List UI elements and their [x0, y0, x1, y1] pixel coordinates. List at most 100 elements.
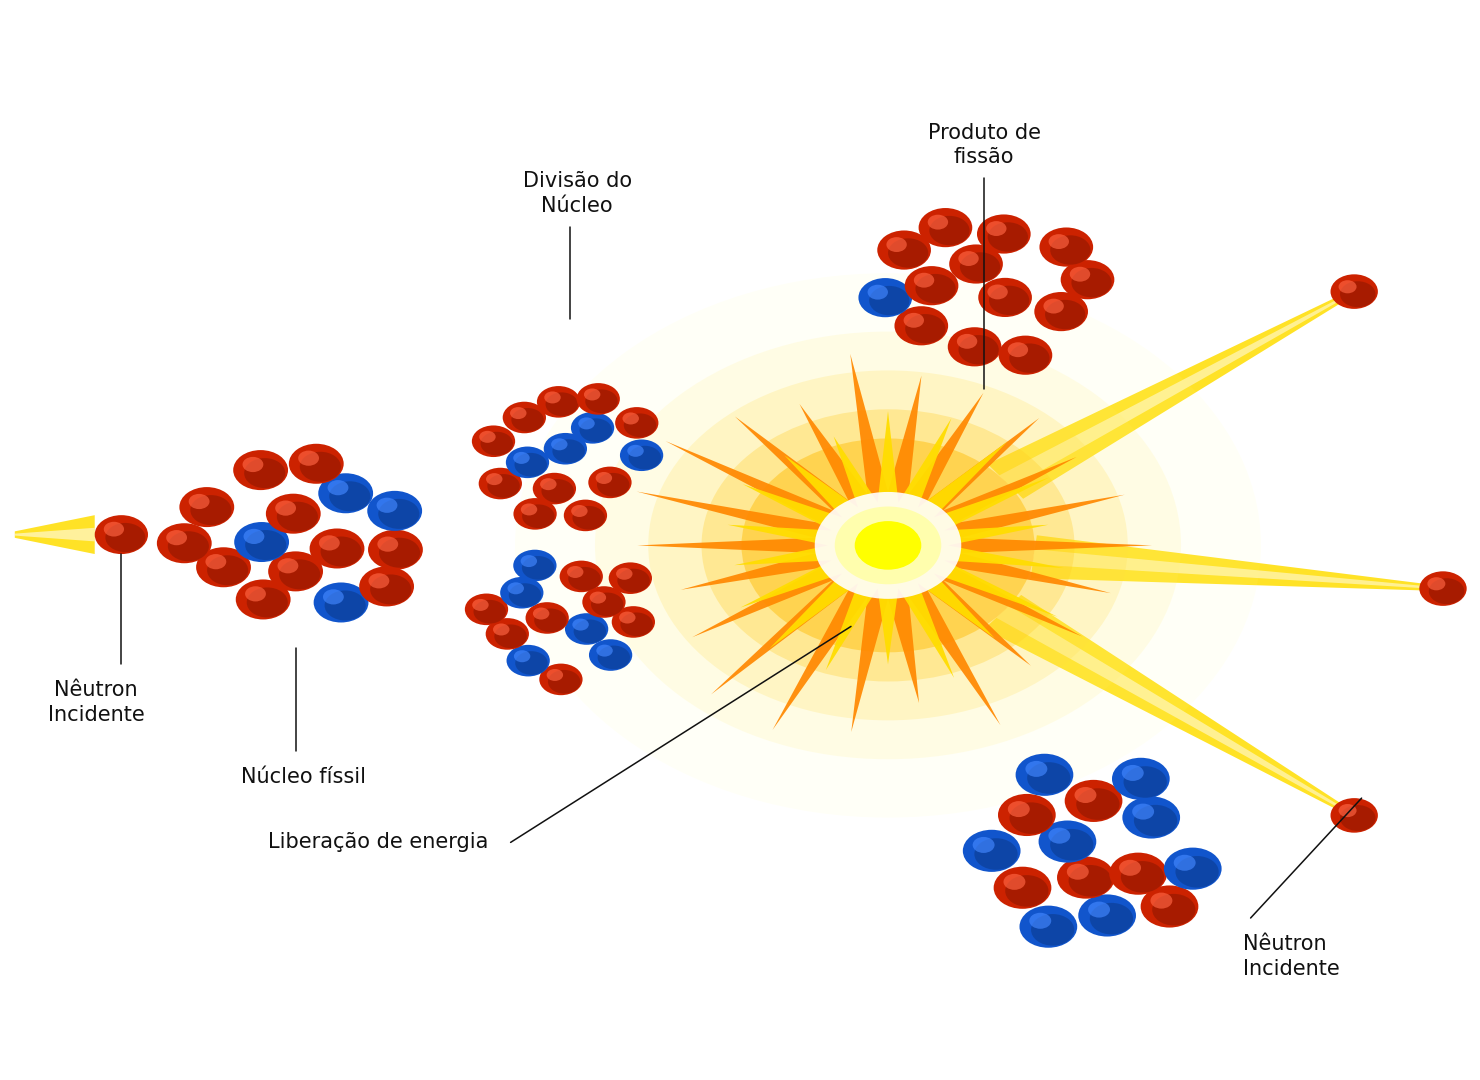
Circle shape — [974, 838, 1018, 869]
Circle shape — [268, 552, 323, 592]
Circle shape — [1009, 343, 1049, 373]
Circle shape — [1338, 280, 1357, 294]
Circle shape — [522, 556, 555, 580]
Circle shape — [297, 450, 320, 465]
Circle shape — [289, 444, 343, 484]
Circle shape — [582, 586, 626, 618]
Circle shape — [235, 580, 290, 620]
Circle shape — [977, 215, 1030, 254]
Polygon shape — [984, 595, 1342, 810]
Circle shape — [1005, 875, 1048, 907]
Circle shape — [318, 473, 373, 513]
Circle shape — [961, 253, 1000, 282]
Circle shape — [1074, 787, 1097, 804]
Circle shape — [300, 451, 340, 482]
Circle shape — [197, 548, 252, 588]
Circle shape — [1141, 886, 1199, 928]
Circle shape — [485, 618, 528, 650]
Circle shape — [1039, 821, 1097, 863]
Circle shape — [814, 491, 962, 598]
Circle shape — [1122, 765, 1144, 781]
Circle shape — [972, 837, 995, 853]
Circle shape — [314, 582, 369, 622]
Circle shape — [958, 334, 977, 349]
Circle shape — [166, 530, 186, 545]
Circle shape — [548, 670, 580, 693]
Circle shape — [1072, 268, 1111, 297]
Circle shape — [1134, 805, 1177, 836]
Polygon shape — [996, 606, 1341, 808]
Circle shape — [959, 251, 978, 266]
Circle shape — [559, 561, 602, 592]
Circle shape — [509, 583, 542, 607]
Circle shape — [648, 370, 1128, 720]
Circle shape — [157, 523, 212, 564]
Circle shape — [1032, 914, 1074, 946]
Circle shape — [916, 274, 956, 303]
Polygon shape — [999, 298, 1341, 487]
Circle shape — [533, 608, 549, 620]
Circle shape — [522, 504, 555, 528]
Circle shape — [608, 563, 653, 594]
Circle shape — [580, 418, 613, 442]
Circle shape — [1048, 827, 1070, 843]
Circle shape — [858, 278, 912, 318]
Circle shape — [1048, 234, 1069, 249]
Circle shape — [616, 568, 632, 580]
Circle shape — [1076, 788, 1119, 820]
Polygon shape — [728, 411, 1064, 678]
Circle shape — [1015, 754, 1073, 796]
Text: Nêutron
Incidente: Nêutron Incidente — [1243, 934, 1339, 978]
Circle shape — [741, 438, 1035, 652]
Circle shape — [515, 273, 1261, 818]
Circle shape — [596, 645, 613, 657]
Circle shape — [855, 522, 921, 570]
Circle shape — [1174, 854, 1196, 870]
Circle shape — [1110, 852, 1168, 894]
Circle shape — [1064, 780, 1122, 822]
Circle shape — [546, 669, 562, 681]
Circle shape — [998, 794, 1055, 836]
Text: Liberação de energia: Liberação de energia — [268, 833, 488, 852]
Circle shape — [573, 619, 589, 631]
Circle shape — [493, 623, 509, 635]
Circle shape — [511, 407, 527, 419]
Circle shape — [512, 408, 543, 432]
Circle shape — [629, 446, 662, 470]
Circle shape — [579, 417, 595, 430]
Circle shape — [179, 487, 234, 527]
Circle shape — [379, 499, 419, 529]
Text: Divisão do
Núcleo: Divisão do Núcleo — [522, 172, 632, 216]
Polygon shape — [15, 528, 95, 541]
Circle shape — [1051, 235, 1091, 265]
Circle shape — [589, 592, 607, 604]
Circle shape — [623, 413, 639, 424]
Circle shape — [904, 313, 924, 327]
Circle shape — [1069, 865, 1111, 896]
Circle shape — [929, 216, 969, 245]
Circle shape — [1427, 577, 1446, 591]
Circle shape — [481, 432, 514, 456]
Circle shape — [577, 383, 620, 415]
Circle shape — [539, 663, 583, 696]
Circle shape — [949, 244, 1003, 284]
Circle shape — [620, 612, 653, 636]
Circle shape — [963, 829, 1021, 872]
Circle shape — [500, 577, 543, 608]
Circle shape — [1026, 761, 1048, 777]
Circle shape — [1111, 758, 1169, 800]
Circle shape — [546, 392, 579, 416]
Circle shape — [1150, 892, 1172, 908]
Circle shape — [525, 603, 568, 634]
Circle shape — [1043, 299, 1064, 313]
Circle shape — [574, 620, 607, 644]
Circle shape — [986, 221, 1006, 237]
Circle shape — [540, 478, 556, 490]
Circle shape — [947, 327, 1002, 366]
Circle shape — [243, 457, 263, 472]
Circle shape — [542, 480, 574, 503]
Circle shape — [1163, 848, 1221, 890]
Text: Produto de
fissão: Produto de fissão — [928, 123, 1040, 167]
Circle shape — [277, 558, 299, 573]
Circle shape — [987, 284, 1008, 299]
